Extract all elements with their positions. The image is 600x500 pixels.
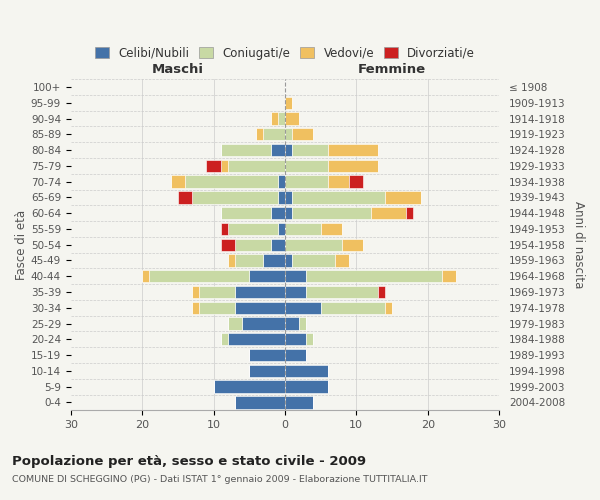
Bar — [292, 128, 313, 140]
Bar — [328, 160, 378, 172]
Bar — [278, 223, 285, 235]
Bar — [320, 223, 342, 235]
Bar — [349, 176, 364, 188]
Bar — [285, 238, 342, 251]
Bar — [328, 176, 349, 188]
Bar — [235, 396, 285, 408]
Bar — [320, 302, 385, 314]
Bar — [285, 128, 292, 140]
Bar — [285, 192, 292, 203]
Bar — [442, 270, 456, 282]
Bar — [235, 286, 285, 298]
Bar — [285, 207, 292, 220]
Bar — [385, 192, 421, 203]
Bar — [178, 192, 192, 203]
Bar — [285, 302, 320, 314]
Bar — [235, 302, 285, 314]
Bar — [221, 223, 228, 235]
Bar — [285, 144, 292, 156]
Bar — [285, 380, 328, 393]
Y-axis label: Anni di nascita: Anni di nascita — [572, 201, 585, 288]
Bar — [342, 238, 364, 251]
Bar — [149, 270, 249, 282]
Bar — [285, 112, 299, 124]
Text: COMUNE DI SCHEGGINO (PG) - Dati ISTAT 1° gennaio 2009 - Elaborazione TUTTITALIA.: COMUNE DI SCHEGGINO (PG) - Dati ISTAT 1°… — [12, 475, 427, 484]
Bar — [406, 207, 413, 220]
Legend: Celibi/Nubili, Coniugati/e, Vedovi/e, Divorziati/e: Celibi/Nubili, Coniugati/e, Vedovi/e, Di… — [90, 42, 480, 64]
Bar — [142, 270, 149, 282]
Bar — [185, 176, 278, 188]
Bar — [292, 254, 335, 266]
Bar — [221, 144, 271, 156]
Bar — [199, 286, 235, 298]
Bar — [192, 302, 199, 314]
Bar — [278, 176, 285, 188]
Bar — [307, 333, 313, 345]
Bar — [221, 238, 235, 251]
Bar — [285, 96, 292, 109]
Bar — [221, 207, 271, 220]
Bar — [192, 286, 199, 298]
Bar — [263, 254, 285, 266]
Bar — [235, 238, 271, 251]
Bar — [292, 144, 328, 156]
Bar — [371, 207, 406, 220]
Bar — [214, 380, 285, 393]
Bar — [307, 270, 442, 282]
Bar — [221, 160, 228, 172]
Bar — [271, 207, 285, 220]
Bar — [206, 160, 221, 172]
Bar — [378, 286, 385, 298]
Bar — [249, 270, 285, 282]
Bar — [278, 192, 285, 203]
Bar — [228, 160, 285, 172]
Y-axis label: Fasce di età: Fasce di età — [15, 210, 28, 280]
Bar — [285, 176, 328, 188]
Bar — [328, 144, 378, 156]
Bar — [170, 176, 185, 188]
Bar — [285, 160, 328, 172]
Bar — [285, 349, 307, 361]
Bar — [271, 238, 285, 251]
Bar — [292, 192, 385, 203]
Bar — [249, 364, 285, 377]
Bar — [271, 112, 278, 124]
Bar — [235, 254, 263, 266]
Bar — [285, 333, 307, 345]
Bar — [285, 223, 320, 235]
Bar — [285, 254, 292, 266]
Bar — [249, 349, 285, 361]
Bar — [263, 128, 285, 140]
Bar — [292, 207, 371, 220]
Bar — [278, 112, 285, 124]
Bar — [285, 364, 328, 377]
Bar — [192, 192, 278, 203]
Bar — [228, 254, 235, 266]
Bar — [228, 333, 285, 345]
Text: Femmine: Femmine — [358, 63, 426, 76]
Bar — [228, 318, 242, 330]
Bar — [335, 254, 349, 266]
Bar — [242, 318, 285, 330]
Bar — [299, 318, 307, 330]
Text: Maschi: Maschi — [152, 63, 204, 76]
Bar — [285, 286, 307, 298]
Text: Popolazione per età, sesso e stato civile - 2009: Popolazione per età, sesso e stato civil… — [12, 455, 366, 468]
Bar — [385, 302, 392, 314]
Bar — [199, 302, 235, 314]
Bar — [221, 333, 228, 345]
Bar — [271, 144, 285, 156]
Bar — [285, 270, 307, 282]
Bar — [285, 396, 313, 408]
Bar — [285, 318, 299, 330]
Bar — [307, 286, 378, 298]
Bar — [256, 128, 263, 140]
Bar — [228, 223, 278, 235]
